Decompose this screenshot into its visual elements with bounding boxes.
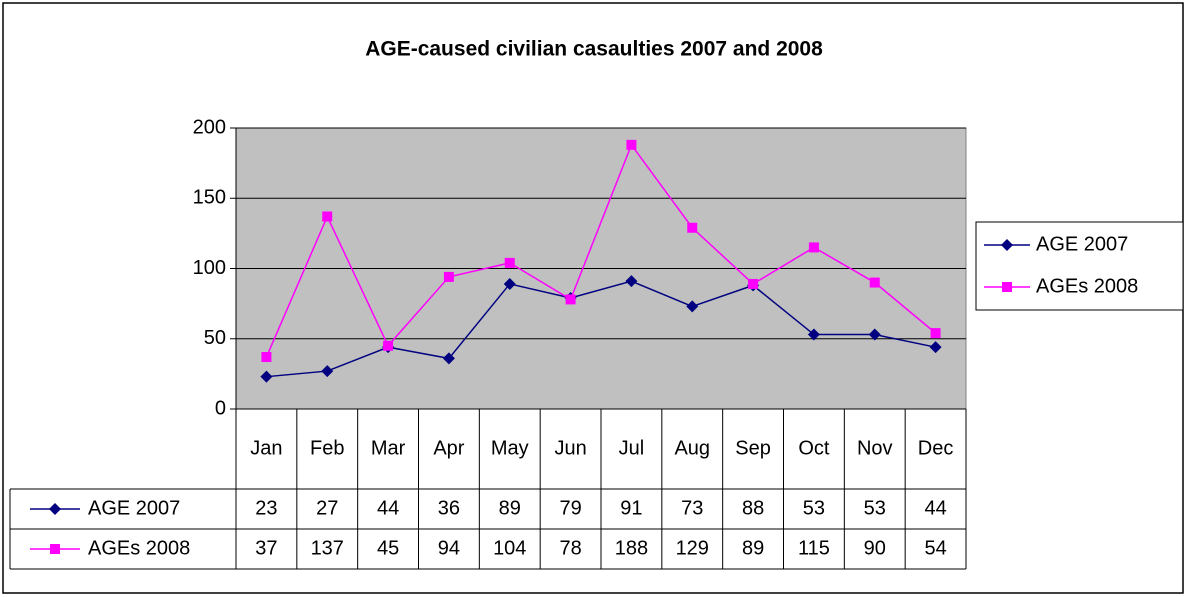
data-point	[322, 211, 333, 222]
data-point	[868, 328, 881, 341]
data-point	[442, 352, 455, 365]
data-point	[504, 257, 515, 268]
table-value: 115	[798, 537, 830, 559]
legend-label: AGEs 2008	[1036, 275, 1138, 297]
table-value: 89	[742, 537, 764, 559]
x-tick-label: Sep	[735, 437, 771, 459]
table-value: 89	[499, 497, 521, 519]
data-point	[686, 300, 699, 313]
chart-title: AGE-caused civilian casaulties 2007 and …	[365, 38, 823, 61]
table-value: 94	[438, 537, 460, 559]
x-tick-label: Nov	[857, 437, 893, 459]
data-point	[748, 278, 759, 289]
table-value: 23	[255, 497, 277, 519]
table-value: 188	[615, 537, 648, 559]
x-tick-label: Feb	[310, 437, 344, 459]
data-point	[565, 294, 576, 305]
table-value: 78	[559, 537, 581, 559]
table-legend-marker	[49, 503, 61, 515]
x-tick-label: Jan	[250, 437, 282, 459]
data-point	[929, 341, 942, 354]
x-tick-label: Jun	[554, 437, 586, 459]
table-value: 45	[377, 537, 399, 559]
legend-label: AGE 2007	[1036, 233, 1128, 255]
y-tick-label: 50	[204, 327, 226, 349]
table-value: 44	[377, 497, 399, 519]
legend-marker	[1002, 282, 1012, 292]
table-series-name: AGEs 2008	[88, 537, 190, 559]
table-value: 129	[676, 537, 709, 559]
y-tick-label: 200	[193, 116, 226, 138]
data-point	[930, 328, 941, 339]
data-point	[808, 242, 819, 253]
x-tick-label: Dec	[918, 437, 954, 459]
series-line	[266, 280, 936, 378]
x-tick-label: Mar	[371, 437, 406, 459]
data-point	[626, 139, 637, 150]
y-tick-label: 0	[215, 397, 226, 419]
table-value: 27	[316, 497, 338, 519]
table-value: 53	[803, 497, 825, 519]
data-point	[503, 277, 516, 290]
table-value: 91	[620, 497, 642, 519]
table-value: 36	[438, 497, 460, 519]
x-tick-label: Aug	[674, 437, 710, 459]
table-value: 44	[924, 497, 946, 519]
legend-marker	[1001, 239, 1013, 251]
data-point	[869, 277, 880, 288]
table-legend-marker	[50, 544, 60, 554]
data-point	[687, 222, 698, 233]
table-value: 88	[742, 497, 764, 519]
data-point	[261, 352, 272, 363]
data-point	[625, 275, 638, 288]
x-tick-label: Oct	[798, 437, 830, 459]
x-tick-label: Jul	[619, 437, 645, 459]
x-tick-label: Apr	[433, 437, 464, 459]
table-value: 104	[493, 537, 526, 559]
data-point	[807, 328, 820, 341]
table-value: 79	[559, 497, 581, 519]
table-value: 137	[311, 537, 344, 559]
table-value: 73	[681, 497, 703, 519]
x-tick-label: May	[491, 437, 529, 459]
data-point	[321, 365, 334, 378]
y-tick-label: 100	[193, 257, 226, 279]
y-tick-label: 150	[193, 187, 226, 209]
table-value: 37	[255, 537, 277, 559]
legend-box	[975, 221, 1184, 311]
data-point	[443, 271, 454, 282]
data-point	[260, 370, 273, 383]
series-line	[265, 143, 937, 358]
table-series-name: AGE 2007	[88, 497, 180, 519]
table-value: 53	[864, 497, 886, 519]
data-point	[383, 340, 394, 351]
table-value: 54	[924, 537, 946, 559]
table-value: 90	[864, 537, 886, 559]
